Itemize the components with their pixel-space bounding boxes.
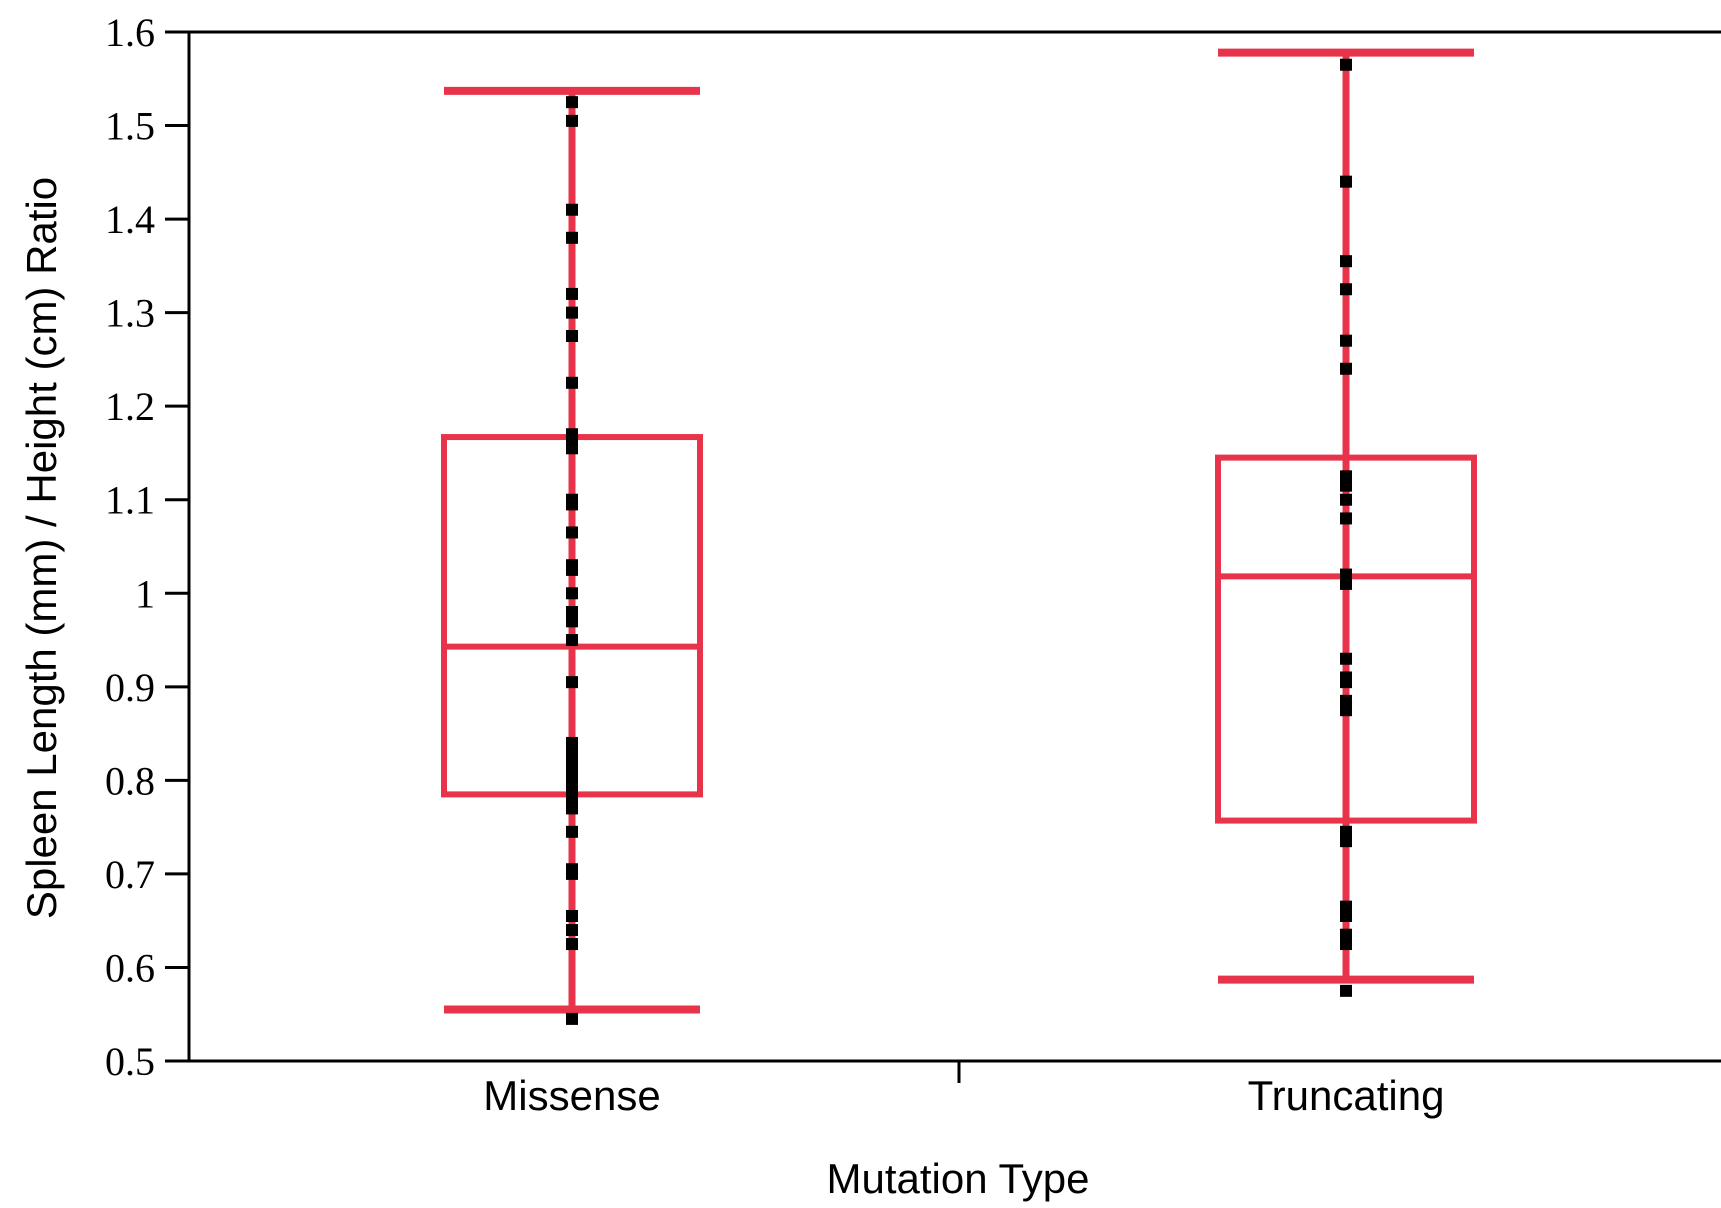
y-tick-label: 0.7 <box>105 852 155 897</box>
data-point <box>1340 493 1352 506</box>
data-point <box>566 1012 578 1025</box>
y-tick-label: 1.6 <box>105 10 155 55</box>
data-point <box>1340 910 1352 923</box>
data-point <box>566 863 578 876</box>
y-tick-label: 0.9 <box>105 665 155 710</box>
data-point <box>566 634 578 647</box>
data-point <box>1340 928 1352 941</box>
data-point <box>566 587 578 600</box>
y-tick-label: 1.2 <box>105 384 155 429</box>
y-tick-label: 1 <box>135 571 155 616</box>
iqr-box <box>1215 454 1477 824</box>
data-point <box>1340 283 1352 296</box>
data-point <box>566 526 578 539</box>
data-point <box>566 428 578 441</box>
data-point <box>566 559 578 572</box>
data-point <box>566 203 578 216</box>
data-point <box>566 231 578 244</box>
data-point <box>566 825 578 838</box>
data-point <box>566 783 578 796</box>
data-point <box>566 605 578 618</box>
data-point <box>1340 255 1352 268</box>
data-point <box>1340 362 1352 375</box>
data-point <box>1340 671 1352 684</box>
x-axis: Missense Truncating <box>483 1061 1444 1119</box>
x-tick-label: Truncating <box>1248 1072 1445 1119</box>
data-point <box>566 924 578 937</box>
data-point <box>566 287 578 300</box>
data-point <box>1340 479 1352 492</box>
data-point <box>1340 577 1352 590</box>
data-point <box>1340 470 1352 483</box>
data-point <box>566 493 578 506</box>
data-point <box>1340 900 1352 913</box>
y-axis: 0.5 0.6 0.7 0.8 0.9 1 1.1 1.2 1.3 1.4 1.5 1.6 <box>105 10 189 1084</box>
y-tick-label: 0.6 <box>105 945 155 990</box>
data-point <box>1340 58 1352 71</box>
data-point <box>566 802 578 815</box>
data-point <box>1340 175 1352 188</box>
plot-frame <box>187 30 1721 1063</box>
data-point <box>566 96 578 109</box>
data-point <box>1340 835 1352 848</box>
data-point <box>566 793 578 806</box>
data-points <box>566 58 1352 1025</box>
x-axis-title: Mutation Type <box>826 1155 1089 1202</box>
data-point <box>1340 568 1352 581</box>
data-point <box>1340 694 1352 707</box>
data-point <box>566 746 578 759</box>
data-point <box>566 938 578 951</box>
box-series <box>441 48 1477 1014</box>
y-tick-label: 0.8 <box>105 758 155 803</box>
data-point <box>566 676 578 689</box>
y-tick-label: 1.1 <box>105 478 155 523</box>
data-point <box>1340 704 1352 717</box>
data-point <box>566 910 578 923</box>
y-tick-label: 1.3 <box>105 291 155 336</box>
x-tick-label: Missense <box>483 1072 660 1119</box>
data-point <box>566 114 578 127</box>
data-point <box>1340 512 1352 525</box>
data-point <box>566 615 578 628</box>
data-point <box>566 774 578 787</box>
data-point <box>1340 334 1352 347</box>
y-axis-title: Spleen Length (mm) / Height (cm) Ratio <box>18 177 65 919</box>
data-point <box>1340 984 1352 997</box>
y-tick-label: 0.5 <box>105 1039 155 1084</box>
data-point <box>566 306 578 319</box>
data-point <box>566 765 578 778</box>
data-point <box>566 330 578 343</box>
data-point <box>1340 652 1352 665</box>
data-point <box>566 437 578 450</box>
data-point <box>1340 825 1352 838</box>
data-point <box>566 376 578 389</box>
y-tick-label: 1.4 <box>105 197 155 242</box>
data-point <box>566 755 578 768</box>
y-tick-label: 1.5 <box>105 104 155 149</box>
data-point <box>566 736 578 749</box>
data-point <box>1340 938 1352 951</box>
